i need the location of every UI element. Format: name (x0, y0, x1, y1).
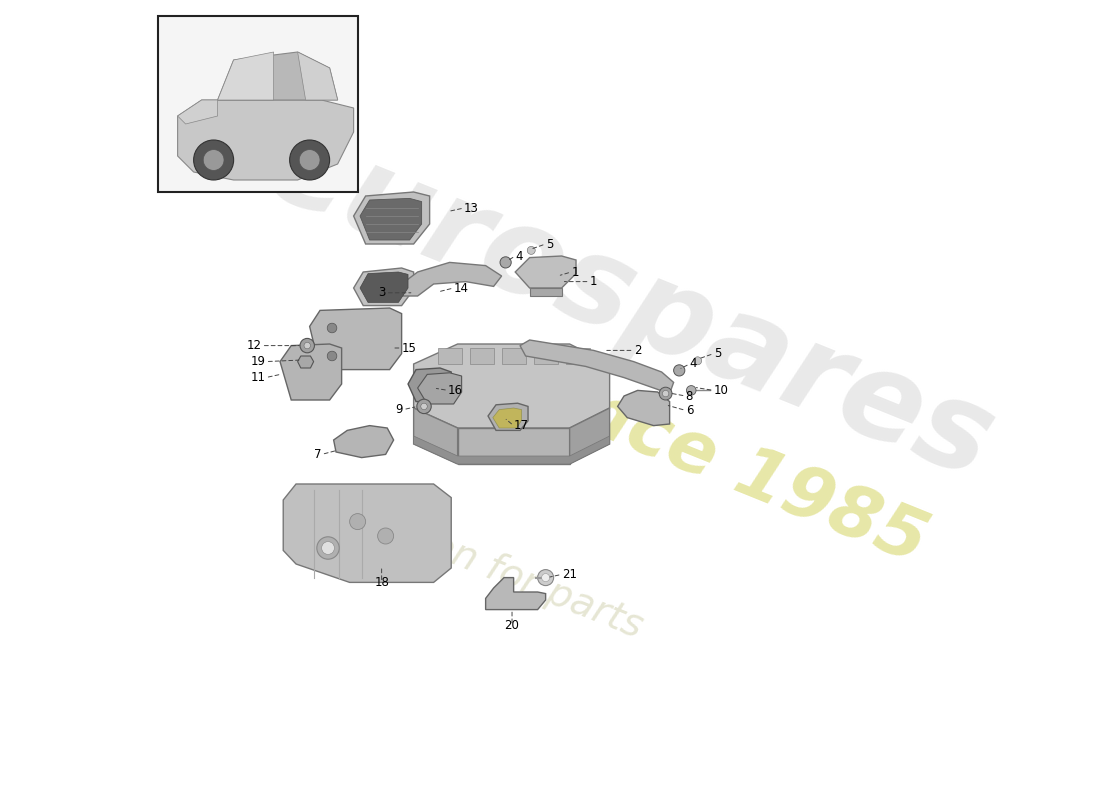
Text: 14: 14 (453, 282, 469, 294)
Text: 5: 5 (714, 347, 720, 360)
Polygon shape (414, 408, 458, 464)
Circle shape (321, 542, 334, 554)
Polygon shape (534, 348, 558, 364)
Circle shape (659, 387, 672, 400)
Circle shape (541, 574, 550, 582)
Polygon shape (218, 52, 338, 100)
Polygon shape (617, 390, 670, 426)
Circle shape (299, 150, 320, 170)
Polygon shape (360, 198, 421, 240)
Circle shape (327, 351, 337, 361)
Text: 15: 15 (402, 342, 417, 354)
Polygon shape (298, 356, 314, 368)
Polygon shape (414, 436, 609, 464)
Polygon shape (402, 262, 502, 296)
Polygon shape (438, 348, 462, 364)
Text: since 1985: since 1985 (506, 350, 937, 578)
Circle shape (289, 140, 330, 180)
Circle shape (500, 257, 512, 268)
Polygon shape (515, 256, 576, 288)
Text: 4: 4 (515, 250, 522, 262)
Polygon shape (493, 408, 521, 428)
Polygon shape (418, 373, 462, 404)
Circle shape (538, 570, 553, 586)
Bar (157, 16, 358, 192)
Circle shape (194, 140, 233, 180)
Text: 19: 19 (251, 355, 265, 368)
Text: 12: 12 (246, 339, 262, 352)
Circle shape (327, 323, 337, 333)
Circle shape (300, 338, 315, 353)
Text: 10: 10 (714, 384, 728, 397)
Circle shape (204, 150, 224, 170)
Polygon shape (570, 408, 609, 464)
Polygon shape (298, 52, 338, 100)
Text: a passion for parts: a passion for parts (298, 474, 649, 646)
Polygon shape (565, 348, 590, 364)
Polygon shape (470, 348, 494, 364)
Polygon shape (520, 340, 673, 394)
Polygon shape (309, 308, 402, 370)
Circle shape (662, 390, 669, 397)
Polygon shape (408, 368, 451, 402)
Polygon shape (177, 100, 353, 180)
Text: 11: 11 (251, 371, 265, 384)
Text: 3: 3 (378, 286, 386, 299)
Text: 8: 8 (685, 390, 693, 402)
Text: 9: 9 (396, 403, 404, 416)
Polygon shape (458, 428, 570, 464)
Polygon shape (218, 52, 274, 100)
Text: 7: 7 (315, 448, 321, 461)
Text: 2: 2 (634, 344, 641, 357)
Text: 18: 18 (374, 576, 389, 589)
Text: eurospares: eurospares (250, 105, 1010, 503)
Text: 4: 4 (690, 358, 697, 370)
Text: 1: 1 (571, 266, 579, 278)
Polygon shape (353, 192, 430, 244)
Circle shape (686, 386, 696, 395)
Text: 6: 6 (685, 404, 693, 417)
Polygon shape (360, 272, 408, 302)
Polygon shape (333, 426, 394, 458)
Circle shape (673, 365, 685, 376)
Circle shape (317, 537, 339, 559)
Text: 21: 21 (562, 568, 576, 581)
Circle shape (417, 399, 431, 414)
Text: 16: 16 (448, 384, 463, 397)
Circle shape (350, 514, 365, 530)
Text: 1: 1 (590, 275, 597, 288)
Polygon shape (353, 268, 414, 306)
Text: 13: 13 (464, 202, 478, 214)
Polygon shape (485, 578, 546, 610)
Text: 5: 5 (546, 238, 553, 250)
Polygon shape (283, 484, 451, 582)
Circle shape (304, 342, 310, 349)
Text: 17: 17 (514, 419, 529, 432)
Circle shape (421, 403, 427, 410)
Polygon shape (488, 403, 528, 430)
Text: 20: 20 (505, 619, 519, 632)
Polygon shape (177, 100, 218, 124)
Circle shape (377, 528, 394, 544)
Polygon shape (414, 344, 609, 428)
Polygon shape (529, 288, 562, 296)
Polygon shape (280, 344, 342, 400)
Circle shape (527, 246, 536, 254)
Polygon shape (502, 348, 526, 364)
Circle shape (694, 357, 702, 365)
